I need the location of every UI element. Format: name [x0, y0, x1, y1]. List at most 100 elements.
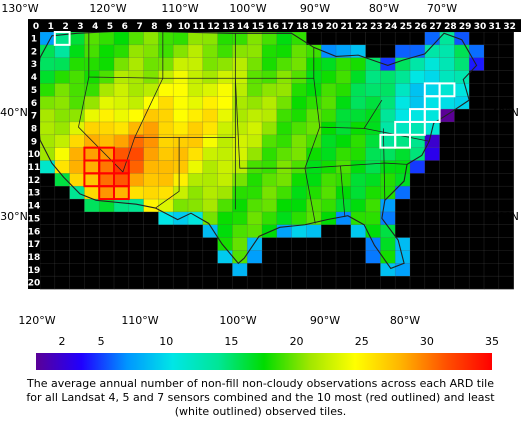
tile — [306, 250, 322, 264]
tile — [469, 96, 485, 110]
tile — [410, 134, 426, 148]
tile — [202, 57, 218, 71]
tile — [336, 147, 352, 161]
tile — [424, 173, 440, 187]
column-index-label: 29 — [459, 22, 472, 32]
tile — [84, 186, 100, 200]
tile — [276, 224, 292, 238]
tile — [439, 96, 455, 110]
tile — [306, 160, 322, 174]
tile — [158, 134, 174, 148]
tile — [410, 173, 426, 187]
tile — [114, 83, 130, 97]
tile — [321, 186, 337, 200]
tile — [380, 263, 396, 277]
figure-caption: The average annual number of non-fill no… — [26, 377, 495, 418]
colorbar-gradient — [36, 353, 492, 370]
tile — [410, 147, 426, 161]
tile — [484, 186, 500, 200]
tile — [336, 83, 352, 97]
tile — [276, 263, 292, 277]
column-index-label: 9 — [166, 22, 172, 32]
tile — [424, 276, 440, 290]
tile — [424, 199, 440, 213]
tile — [276, 57, 292, 71]
tile — [484, 211, 500, 226]
tile — [143, 250, 159, 264]
tile — [114, 57, 130, 71]
tile — [336, 70, 352, 84]
tile — [395, 224, 411, 238]
tile — [54, 186, 70, 200]
tile — [498, 160, 514, 174]
tile — [158, 237, 174, 251]
tile — [380, 70, 396, 84]
tile — [410, 276, 426, 290]
row-index-label: 12 — [28, 176, 41, 186]
tile — [336, 96, 352, 110]
tile — [395, 186, 411, 200]
tile — [247, 211, 263, 226]
tile — [84, 32, 100, 46]
tile-index-bars: 0 1 2 3 4 5 6 7 8 9 10 11 12 13 14 15 16 17 18 19 20 21 22 23 24… — [28, 19, 521, 290]
column-index-bar — [28, 19, 521, 32]
tile — [188, 263, 204, 277]
tile — [188, 199, 204, 213]
tile — [498, 173, 514, 187]
tile — [232, 96, 248, 110]
tile — [202, 186, 218, 200]
tile — [54, 83, 70, 97]
tile — [217, 109, 233, 123]
tile — [262, 109, 278, 123]
tile — [424, 83, 440, 97]
tile — [291, 224, 307, 238]
tile — [99, 237, 115, 251]
tile — [365, 211, 381, 226]
tile — [469, 32, 485, 46]
tile — [276, 199, 292, 213]
tile — [484, 70, 500, 84]
column-index-label: 8 — [151, 22, 157, 32]
tile — [69, 237, 85, 251]
tile — [262, 32, 278, 46]
state-boundary — [234, 78, 316, 224]
tile — [188, 224, 204, 238]
tile — [143, 44, 159, 58]
tile — [202, 160, 218, 174]
colorbar-tick-label: 35 — [485, 335, 499, 348]
tile — [143, 276, 159, 290]
column-index-label: 23 — [370, 22, 383, 32]
row-index-label: 16 — [28, 227, 41, 237]
left-latitude-label: 30°N — [0, 210, 28, 223]
tile — [54, 237, 70, 251]
tile — [114, 32, 130, 46]
tile — [380, 173, 396, 187]
tile — [306, 237, 322, 251]
tile — [424, 250, 440, 264]
tile — [40, 96, 56, 110]
state-boundary — [382, 128, 386, 201]
tile — [291, 160, 307, 174]
tile — [54, 109, 70, 123]
tile — [395, 44, 411, 58]
tile — [158, 173, 174, 187]
tile — [424, 160, 440, 174]
tile — [291, 96, 307, 110]
tile — [158, 83, 174, 97]
tile — [365, 134, 381, 148]
tile — [350, 134, 366, 148]
tile — [469, 70, 485, 84]
tile — [217, 32, 233, 46]
tile — [262, 250, 278, 264]
tile — [247, 147, 263, 161]
tile — [128, 70, 144, 84]
tile — [498, 134, 514, 148]
tile — [143, 173, 159, 187]
tile — [336, 57, 352, 71]
tile — [40, 121, 56, 136]
row-index-label: 13 — [28, 189, 41, 199]
tile — [469, 83, 485, 97]
tile — [469, 250, 485, 264]
tile — [114, 70, 130, 84]
tile — [232, 121, 248, 136]
